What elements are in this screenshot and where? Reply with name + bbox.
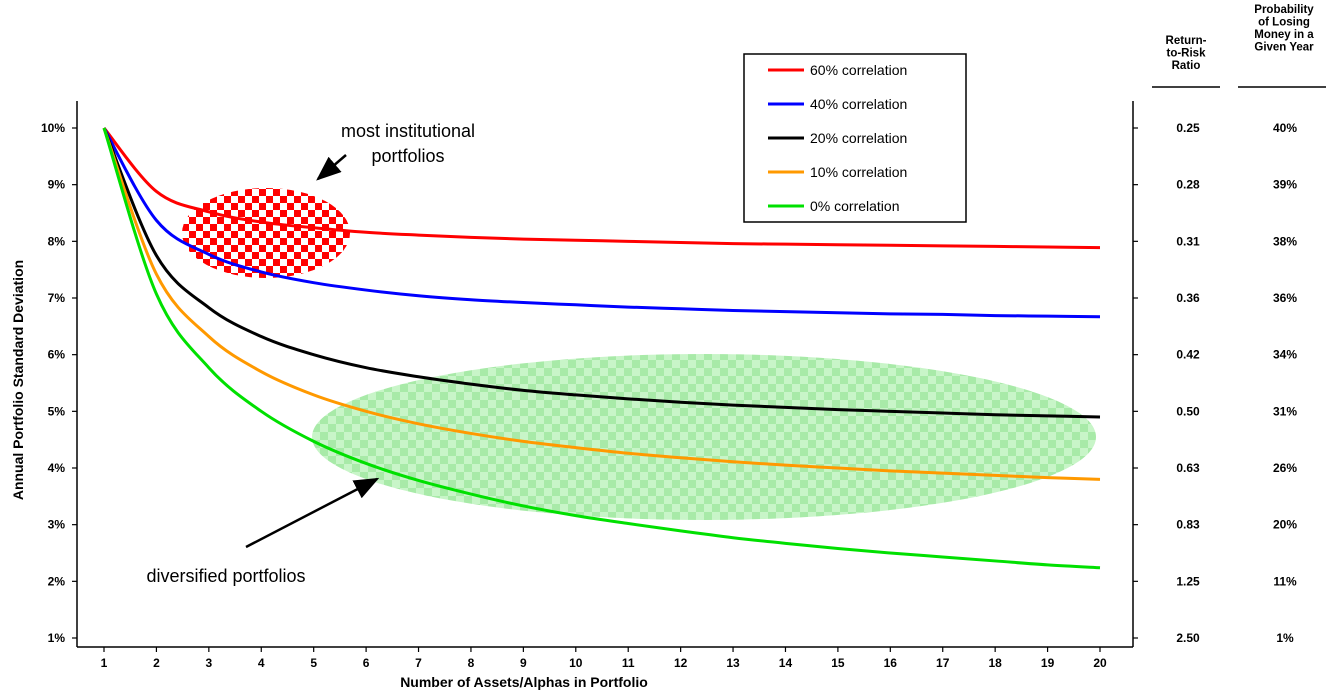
y-tick-label: 4% [48, 461, 66, 475]
x-tick-label: 3 [205, 656, 212, 670]
series-group [102, 127, 1101, 570]
series-line-4 [102, 127, 1101, 570]
x-tick-label: 14 [779, 656, 793, 670]
return-to-risk-value: 0.28 [1176, 178, 1200, 192]
x-tick-label: 11 [622, 656, 635, 670]
return-to-risk-value: 0.25 [1176, 121, 1200, 135]
x-tick-label: 4 [258, 656, 265, 670]
institutional-region [182, 188, 350, 278]
y-tick-label: 6% [48, 348, 66, 362]
return-to-risk-value: 0.36 [1176, 291, 1200, 305]
x-ticks: 1 2 3 4 5 6 7 8 9 10 11 12 13 14 15 16 17 18 19 20 [101, 647, 1107, 670]
x-tick-label: 18 [988, 656, 1002, 670]
legend-label: 60% correlation [810, 62, 907, 78]
probability-header-line: Probability [1254, 4, 1314, 16]
x-tick-label: 7 [415, 656, 422, 670]
probability-value: 1% [1276, 631, 1294, 645]
y-axis-title: Annual Portfolio Standard Deviation [10, 260, 26, 500]
probability-header-line: Money in a [1254, 29, 1314, 41]
y-tick-label: 8% [48, 234, 66, 248]
probability-value: 26% [1273, 461, 1297, 475]
probability-header-line: of Losing [1258, 17, 1310, 29]
legend-label: 0% correlation [810, 198, 900, 214]
x-tick-label: 16 [884, 656, 898, 670]
x-tick-label: 15 [831, 656, 845, 670]
legend: 60% correlation 40% correlation 20% correl… [768, 62, 907, 214]
legend-label: 10% correlation [810, 164, 907, 180]
probability-value: 36% [1273, 291, 1297, 305]
y-tick-label: 5% [48, 404, 66, 418]
y-tick-label: 9% [48, 178, 66, 192]
series-line-0 [102, 127, 1101, 250]
x-tick-label: 2 [153, 656, 160, 670]
x-axis-title: Number of Assets/Alphas in Portfolio [400, 674, 648, 690]
probability-value: 40% [1273, 121, 1297, 135]
annotation-diversified-line-1: diversified portfolios [146, 566, 305, 586]
annotation-diversified-arrow [245, 477, 380, 549]
y-ticks: 1% 2% 3% 4% 5% 6% 7% 8% 9% 10% [41, 121, 77, 645]
series-line-2 [102, 127, 1101, 419]
annotation-institutional-line-2: portfolios [371, 146, 444, 166]
annotation-diversified: diversified portfolios [146, 477, 380, 586]
return-to-risk-value: 1.25 [1176, 574, 1200, 588]
probability-value: 20% [1273, 518, 1297, 532]
diversified-region [312, 354, 1096, 520]
probability-value: 38% [1273, 234, 1297, 248]
return-to-risk-value: 0.42 [1176, 348, 1200, 362]
return-to-risk-header-line: Return- [1166, 35, 1207, 47]
probability-value: 31% [1273, 404, 1297, 418]
x-tick-label: 10 [569, 656, 583, 670]
x-tick-label: 13 [726, 656, 740, 670]
x-tick-label: 5 [310, 656, 317, 670]
annotation-institutional: most institutional portfolios [316, 121, 475, 181]
return-to-risk-value: 0.31 [1176, 234, 1200, 248]
x-tick-label: 12 [674, 656, 688, 670]
y-tick-label: 2% [48, 574, 66, 588]
right-ticks: 0.25 40% 0.28 39% 0.31 38% 0.36 36% 0.42 34% 0.50 3… [1133, 121, 1297, 645]
probability-value: 34% [1273, 348, 1297, 362]
probability-value: 11% [1273, 574, 1297, 588]
return-to-risk-value: 0.50 [1176, 404, 1200, 418]
x-tick-label: 19 [1041, 656, 1055, 670]
x-tick-label: 20 [1093, 656, 1107, 670]
return-to-risk-value: 2.50 [1176, 631, 1200, 645]
x-tick-label: 17 [936, 656, 950, 670]
x-tick-label: 9 [520, 656, 527, 670]
legend-label: 40% correlation [810, 96, 907, 112]
annotation-institutional-line-1: most institutional [341, 121, 475, 141]
y-tick-label: 3% [48, 518, 66, 532]
return-to-risk-header-line: Ratio [1172, 60, 1201, 72]
probability-value: 39% [1273, 178, 1297, 192]
series-line-1 [102, 127, 1101, 319]
return-to-risk-value: 0.83 [1176, 518, 1200, 532]
return-to-risk-header-line: to-Risk [1167, 48, 1207, 60]
legend-label: 20% correlation [810, 130, 907, 146]
x-tick-label: 1 [101, 656, 108, 670]
probability-header-line: Given Year [1254, 42, 1314, 54]
y-tick-label: 10% [41, 121, 65, 135]
y-tick-label: 7% [48, 291, 66, 305]
x-tick-label: 8 [468, 656, 475, 670]
x-tick-label: 6 [363, 656, 370, 670]
series-line-3 [102, 127, 1101, 481]
annotation-institutional-arrow [316, 154, 347, 181]
return-to-risk-value: 0.63 [1176, 461, 1200, 475]
y-tick-label: 1% [48, 631, 66, 645]
